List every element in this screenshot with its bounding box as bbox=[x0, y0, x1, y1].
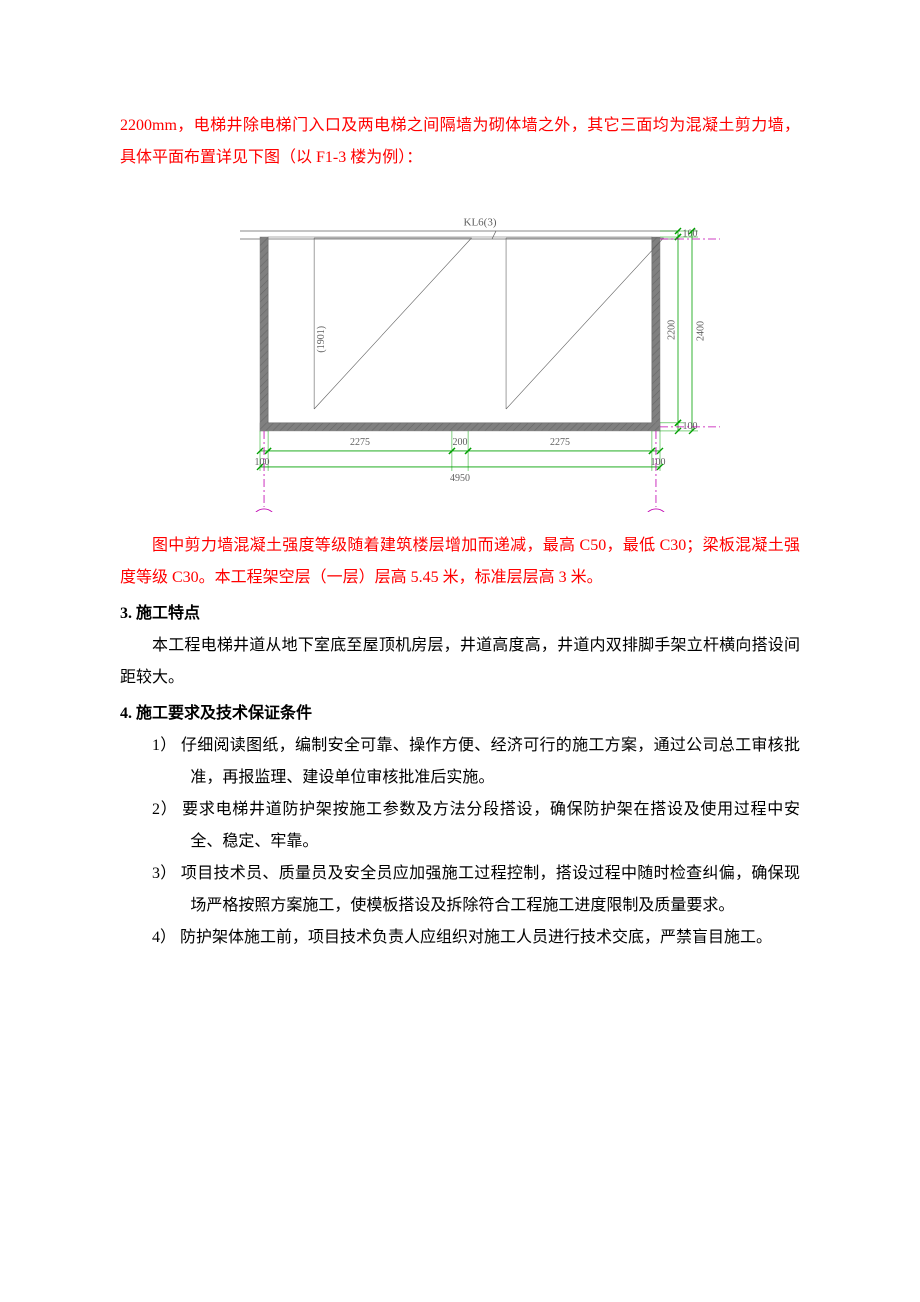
svg-text:2400: 2400 bbox=[695, 321, 706, 341]
section4-title: 4. 施工要求及技术保证条件 bbox=[120, 698, 800, 730]
intro-p2-text: 图中剪力墙混凝土强度等级随着建筑楼层增加而递减，最高 C50，最低 C30；梁板… bbox=[120, 537, 800, 586]
elevator-shaft-diagram: KL6(3)(1901)1002200240010010022752002275… bbox=[120, 192, 800, 512]
list-marker: 4） bbox=[152, 929, 180, 946]
list-marker: 3） bbox=[152, 865, 181, 882]
svg-text:2275: 2275 bbox=[350, 437, 370, 448]
svg-text:2275: 2275 bbox=[550, 437, 570, 448]
list-text: 要求电梯井道防护架按施工参数及方法分段搭设，确保防护架在搭设及使用过程中安全、稳… bbox=[182, 801, 800, 850]
intro-paragraph-1: 2200mm，电梯井除电梯门入口及两电梯之间隔墙为砌体墙之外，其它三面均为混凝土… bbox=[120, 110, 800, 174]
section4-item-1: 1） 仔细阅读图纸，编制安全可靠、操作方便、经济可行的施工方案，通过公司总工审核… bbox=[120, 730, 800, 794]
list-text: 项目技术员、质量员及安全员应加强施工过程控制，搭设过程中随时检查纠偏，确保现场严… bbox=[181, 865, 800, 914]
list-marker: 2） bbox=[152, 801, 182, 818]
section4-item-2: 2） 要求电梯井道防护架按施工参数及方法分段搭设，确保防护架在搭设及使用过程中安… bbox=[120, 794, 800, 858]
section3-body: 本工程电梯井道从地下室底至屋顶机房层，井道高度高，井道内双排脚手架立杆横向搭设间… bbox=[120, 630, 800, 694]
plan-svg: KL6(3)(1901)1002200240010010022752002275… bbox=[200, 192, 720, 512]
section4-item-4: 4） 防护架体施工前，项目技术负责人应组织对施工人员进行技术交底，严禁盲目施工。 bbox=[120, 922, 800, 954]
svg-text:(1901): (1901) bbox=[316, 326, 327, 353]
list-text: 仔细阅读图纸，编制安全可靠、操作方便、经济可行的施工方案，通过公司总工审核批准，… bbox=[181, 737, 800, 786]
list-marker: 1） bbox=[152, 737, 181, 754]
list-text: 防护架体施工前，项目技术负责人应组织对施工人员进行技术交底，严禁盲目施工。 bbox=[180, 929, 772, 946]
section4-item-3: 3） 项目技术员、质量员及安全员应加强施工过程控制，搭设过程中随时检查纠偏，确保… bbox=[120, 858, 800, 922]
section3-title: 3. 施工特点 bbox=[120, 598, 800, 630]
svg-text:200: 200 bbox=[453, 437, 468, 448]
svg-text:4950: 4950 bbox=[450, 473, 470, 484]
intro-paragraph-2: 图中剪力墙混凝土强度等级随着建筑楼层增加而递减，最高 C50，最低 C30；梁板… bbox=[120, 530, 800, 594]
intro-p1-text: 2200mm，电梯井除电梯门入口及两电梯之间隔墙为砌体墙之外，其它三面均为混凝土… bbox=[120, 117, 800, 166]
svg-text:2200: 2200 bbox=[666, 320, 677, 340]
svg-text:KL6(3): KL6(3) bbox=[464, 217, 497, 229]
